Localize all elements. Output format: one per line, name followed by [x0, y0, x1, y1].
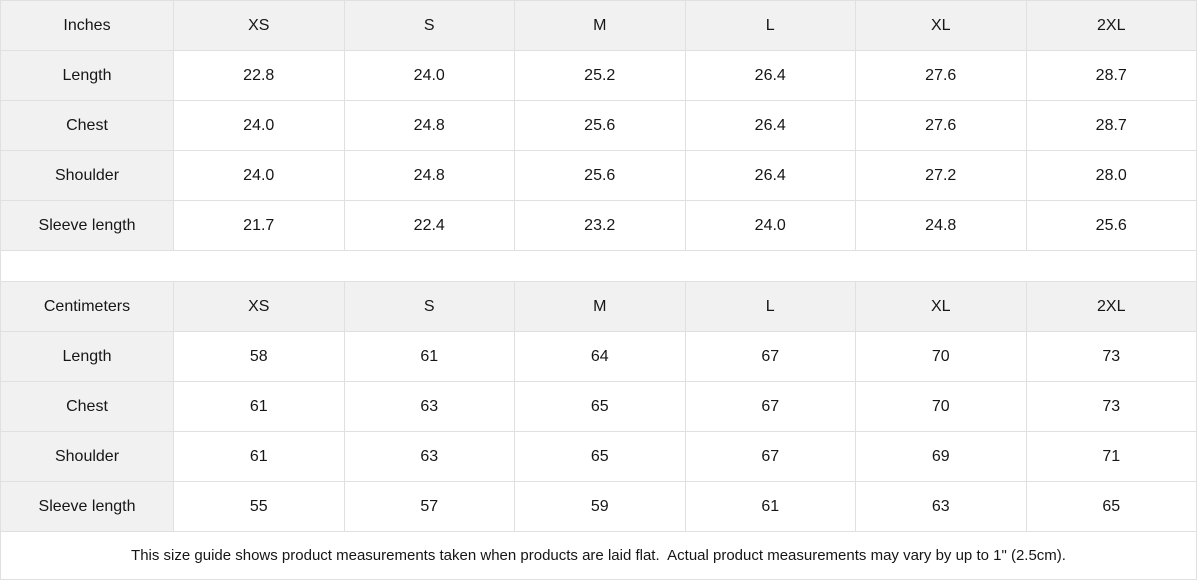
measurement-cell: 25.6	[1025, 200, 1197, 251]
column-header-m: M	[514, 281, 686, 332]
measurement-cell: 27.6	[855, 50, 1027, 101]
header-row: Centimeters XS S M L XL 2XL	[0, 281, 1197, 332]
row-label: Shoulder	[0, 431, 174, 482]
row-label: Sleeve length	[0, 200, 174, 251]
measurement-cell: 69	[855, 431, 1027, 482]
column-header-2xl: 2XL	[1025, 281, 1197, 332]
table-row: Shoulder 61 63 65 67 69 71	[0, 431, 1197, 482]
row-label: Chest	[0, 381, 174, 432]
measurement-cell: 55	[173, 481, 345, 532]
size-table-centimeters: Centimeters XS S M L XL 2XL Length 58 61 64 67 70 73 C…	[0, 281, 1197, 532]
column-header-2xl: 2XL	[1025, 0, 1197, 51]
measurement-cell: 24.0	[173, 100, 345, 151]
measurement-cell: 25.6	[514, 150, 686, 201]
centimeters-table-host: Centimeters XS S M L XL 2XL Length 58 61 64 67 70 73 C…	[0, 281, 1197, 532]
unit-header-centimeters: Centimeters	[0, 281, 174, 332]
measurement-cell: 65	[514, 431, 686, 482]
measurement-cell: 70	[855, 331, 1027, 382]
measurement-cell: 26.4	[684, 100, 856, 151]
measurement-cell: 65	[514, 381, 686, 432]
column-header-m: M	[514, 0, 686, 51]
row-label: Shoulder	[0, 150, 174, 201]
header-row: Inches XS S M L XL 2XL	[0, 0, 1197, 51]
column-header-xs: XS	[173, 0, 345, 51]
measurement-cell: 67	[684, 381, 856, 432]
measurement-cell: 63	[855, 481, 1027, 532]
measurement-cell: 63	[343, 431, 515, 482]
column-header-l: L	[684, 281, 856, 332]
measurement-cell: 24.8	[343, 100, 515, 151]
size-guide-note: This size guide shows product measuremen…	[0, 532, 1197, 580]
table-row: Shoulder 24.0 24.8 25.6 26.4 27.2 28.0	[0, 150, 1197, 201]
column-header-l: L	[684, 0, 856, 51]
size-table-inches: Inches XS S M L XL 2XL Length 22.8 24.0 25.2 26.4 27…	[0, 0, 1197, 251]
table-row: Chest 61 63 65 67 70 73	[0, 381, 1197, 432]
table-row: Sleeve length 55 57 59 61 63 65	[0, 481, 1197, 532]
column-header-s: S	[343, 281, 515, 332]
measurement-cell: 58	[173, 331, 345, 382]
table-row: Sleeve length 21.7 22.4 23.2 24.0 24.8 25.6	[0, 200, 1197, 251]
table-row: Chest 24.0 24.8 25.6 26.4 27.6 28.7	[0, 100, 1197, 151]
measurement-cell: 22.4	[343, 200, 515, 251]
measurement-cell: 23.2	[514, 200, 686, 251]
row-label: Length	[0, 50, 174, 101]
measurement-cell: 25.2	[514, 50, 686, 101]
measurement-cell: 61	[173, 431, 345, 482]
measurement-cell: 28.7	[1025, 50, 1197, 101]
measurement-cell: 61	[343, 331, 515, 382]
measurement-cell: 21.7	[173, 200, 345, 251]
table-spacer	[0, 251, 1197, 281]
column-header-xs: XS	[173, 281, 345, 332]
measurement-cell: 28.0	[1025, 150, 1197, 201]
measurement-cell: 71	[1025, 431, 1197, 482]
measurement-cell: 61	[684, 481, 856, 532]
measurement-cell: 61	[173, 381, 345, 432]
column-header-xl: XL	[855, 0, 1027, 51]
measurement-cell: 73	[1025, 381, 1197, 432]
measurement-cell: 26.4	[684, 150, 856, 201]
measurement-cell: 24.0	[684, 200, 856, 251]
table-row: Length 58 61 64 67 70 73	[0, 331, 1197, 382]
row-label: Length	[0, 331, 174, 382]
measurement-cell: 70	[855, 381, 1027, 432]
measurement-cell: 64	[514, 331, 686, 382]
measurement-cell: 24.0	[343, 50, 515, 101]
measurement-cell: 24.8	[855, 200, 1027, 251]
measurement-cell: 65	[1025, 481, 1197, 532]
measurement-cell: 59	[514, 481, 686, 532]
measurement-cell: 24.0	[173, 150, 345, 201]
table-row: Length 22.8 24.0 25.2 26.4 27.6 28.7	[0, 50, 1197, 101]
measurement-cell: 57	[343, 481, 515, 532]
measurement-cell: 63	[343, 381, 515, 432]
measurement-cell: 24.8	[343, 150, 515, 201]
measurement-cell: 67	[684, 431, 856, 482]
measurement-cell: 22.8	[173, 50, 345, 101]
measurement-cell: 28.7	[1025, 100, 1197, 151]
measurement-cell: 27.2	[855, 150, 1027, 201]
measurement-cell: 73	[1025, 331, 1197, 382]
unit-header-inches: Inches	[0, 0, 174, 51]
inches-table-host: Inches XS S M L XL 2XL Length 22.8 24.0 25.2 26.4 27…	[0, 0, 1197, 251]
row-label: Chest	[0, 100, 174, 151]
row-label: Sleeve length	[0, 481, 174, 532]
measurement-cell: 67	[684, 331, 856, 382]
measurement-cell: 27.6	[855, 100, 1027, 151]
column-header-xl: XL	[855, 281, 1027, 332]
measurement-cell: 26.4	[684, 50, 856, 101]
measurement-cell: 25.6	[514, 100, 686, 151]
column-header-s: S	[343, 0, 515, 51]
